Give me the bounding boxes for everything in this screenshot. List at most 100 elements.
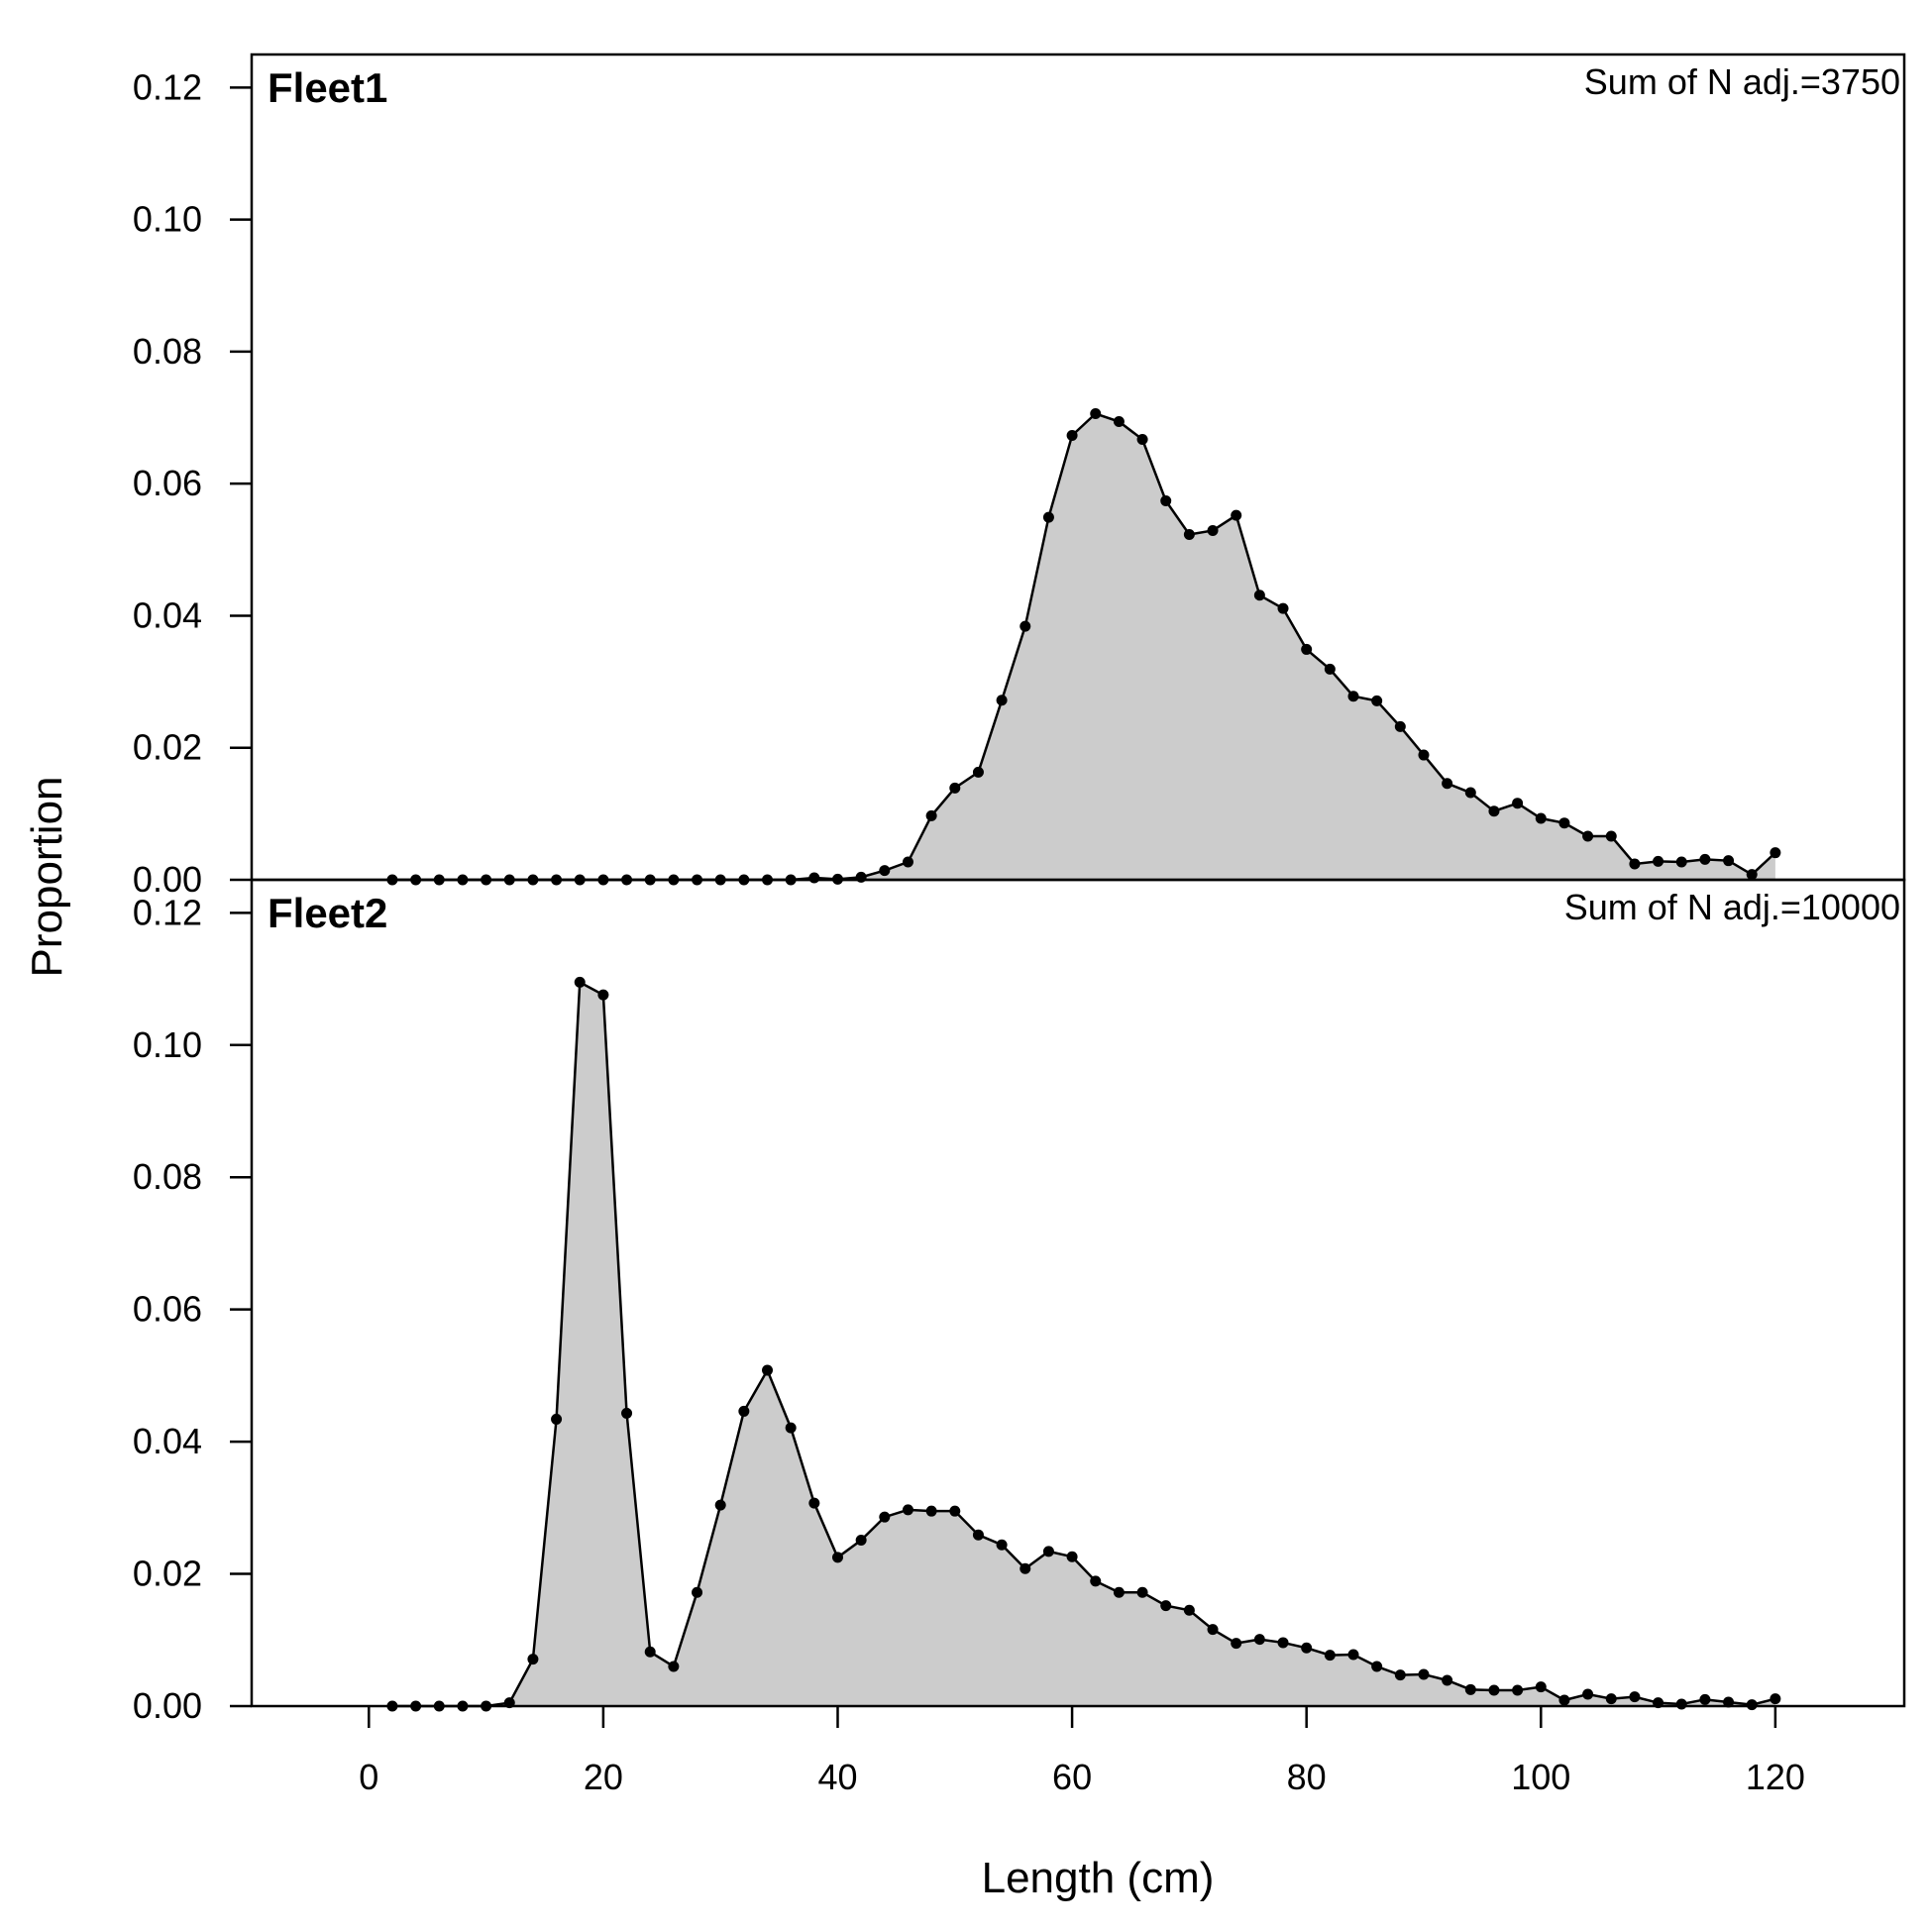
data-point — [1183, 528, 1195, 540]
data-point — [1723, 855, 1735, 867]
data-point — [1535, 1681, 1547, 1693]
panel-fleet1: 0.00 0.02 0.04 0.06 0.08 0.10 0.12 Fleet1 Sum of… — [133, 53, 1906, 900]
y-tick-label: 0.06 — [133, 1289, 202, 1330]
data-point — [1629, 858, 1641, 870]
x-tick-label: 80 — [1287, 1757, 1327, 1797]
data-point — [949, 782, 961, 794]
data-point — [1136, 434, 1148, 446]
y-tick-label: 0.04 — [133, 1421, 202, 1461]
data-point — [1675, 856, 1687, 868]
data-point — [738, 1405, 750, 1417]
data-point — [1699, 1693, 1711, 1705]
data-point — [621, 1407, 633, 1419]
data-point — [527, 1654, 539, 1665]
y-tick-label: 0.12 — [133, 66, 202, 107]
data-point — [1020, 1562, 1031, 1574]
y-tick-label: 0.00 — [133, 1685, 202, 1726]
data-point — [1066, 1551, 1078, 1562]
data-point — [1442, 1674, 1453, 1686]
data-point — [1746, 869, 1758, 881]
panel-title: Fleet1 — [268, 64, 387, 111]
x-tick-label: 20 — [584, 1757, 623, 1797]
y-tick-label: 0.02 — [133, 1554, 202, 1594]
panel-fleet2: 0.00 0.02 0.04 0.06 0.08 0.10 0.12 Fleet2 Sum of… — [133, 878, 1906, 1902]
data-point — [1090, 1575, 1102, 1587]
data-point — [1231, 1638, 1242, 1650]
y-tick-label: 0.12 — [133, 892, 202, 932]
data-point — [644, 1646, 656, 1658]
data-point — [902, 856, 913, 868]
data-point — [1442, 778, 1453, 790]
data-point — [1113, 416, 1125, 428]
data-point — [1605, 830, 1617, 842]
y-tick-label: 0.06 — [133, 463, 202, 503]
data-point — [1699, 853, 1711, 865]
data-point — [668, 1661, 680, 1672]
data-point — [808, 1497, 820, 1509]
data-point — [1090, 408, 1102, 420]
data-point — [1464, 787, 1476, 799]
data-point — [925, 1505, 937, 1517]
data-point — [1582, 1688, 1594, 1700]
y-tick-label: 0.08 — [133, 331, 202, 372]
data-point — [714, 1499, 726, 1511]
data-point — [762, 1364, 774, 1376]
data-point — [1629, 1691, 1641, 1703]
panel-frame — [250, 878, 1906, 1708]
data-point — [1207, 1624, 1219, 1636]
data-point — [1770, 1693, 1781, 1705]
data-point — [1464, 1683, 1476, 1695]
data-point — [1301, 643, 1313, 655]
data-point — [1042, 1546, 1054, 1557]
data-point — [1512, 798, 1524, 809]
data-point — [551, 1413, 563, 1425]
y-tick-label: 0.10 — [133, 1024, 202, 1065]
y-axis-title: Proportion — [23, 776, 71, 977]
panel-title: Fleet2 — [268, 890, 387, 936]
data-point — [855, 1535, 867, 1547]
data-point — [902, 1504, 913, 1516]
y-tick-label: 0.04 — [133, 594, 202, 635]
data-point — [996, 695, 1008, 706]
data-point — [831, 1552, 843, 1563]
data-point — [574, 976, 586, 988]
data-point — [1394, 1669, 1406, 1681]
y-tick-label: 0.02 — [133, 727, 202, 768]
data-point — [1653, 855, 1664, 867]
data-point — [1558, 817, 1570, 829]
data-point — [1371, 1661, 1383, 1672]
data-point — [1746, 1699, 1758, 1711]
data-point — [1394, 720, 1406, 732]
data-point — [1347, 1649, 1359, 1661]
data-point — [1605, 1693, 1617, 1705]
x-tick-label: 120 — [1746, 1757, 1805, 1797]
data-point — [1183, 1604, 1195, 1616]
data-point — [1675, 1698, 1687, 1710]
x-tick-label: 60 — [1052, 1757, 1092, 1797]
data-point — [597, 989, 609, 1001]
data-point — [1042, 511, 1054, 523]
data-point — [1277, 602, 1289, 614]
y-tick-label: 0.08 — [133, 1156, 202, 1197]
data-point — [1113, 1586, 1125, 1598]
x-tick-label: 40 — [817, 1757, 857, 1797]
data-point — [1512, 1684, 1524, 1696]
data-point — [808, 872, 820, 884]
data-point — [1324, 663, 1336, 675]
series-area-fill — [391, 982, 1775, 1706]
data-point — [1488, 805, 1500, 817]
x-tick-label: 100 — [1511, 1757, 1570, 1797]
data-point — [1160, 1600, 1172, 1612]
y-tick-label: 0.10 — [133, 199, 202, 240]
series-area-fill — [391, 413, 1775, 880]
data-point — [972, 766, 984, 778]
data-point — [1723, 1696, 1735, 1708]
data-point — [1231, 509, 1242, 521]
x-tick-label: 0 — [359, 1757, 378, 1797]
data-point — [1535, 812, 1547, 824]
data-point — [925, 809, 937, 821]
x-axis-title: Length (cm) — [982, 1854, 1215, 1902]
data-point — [1347, 691, 1359, 702]
data-point — [949, 1505, 961, 1517]
data-point — [1136, 1586, 1148, 1598]
